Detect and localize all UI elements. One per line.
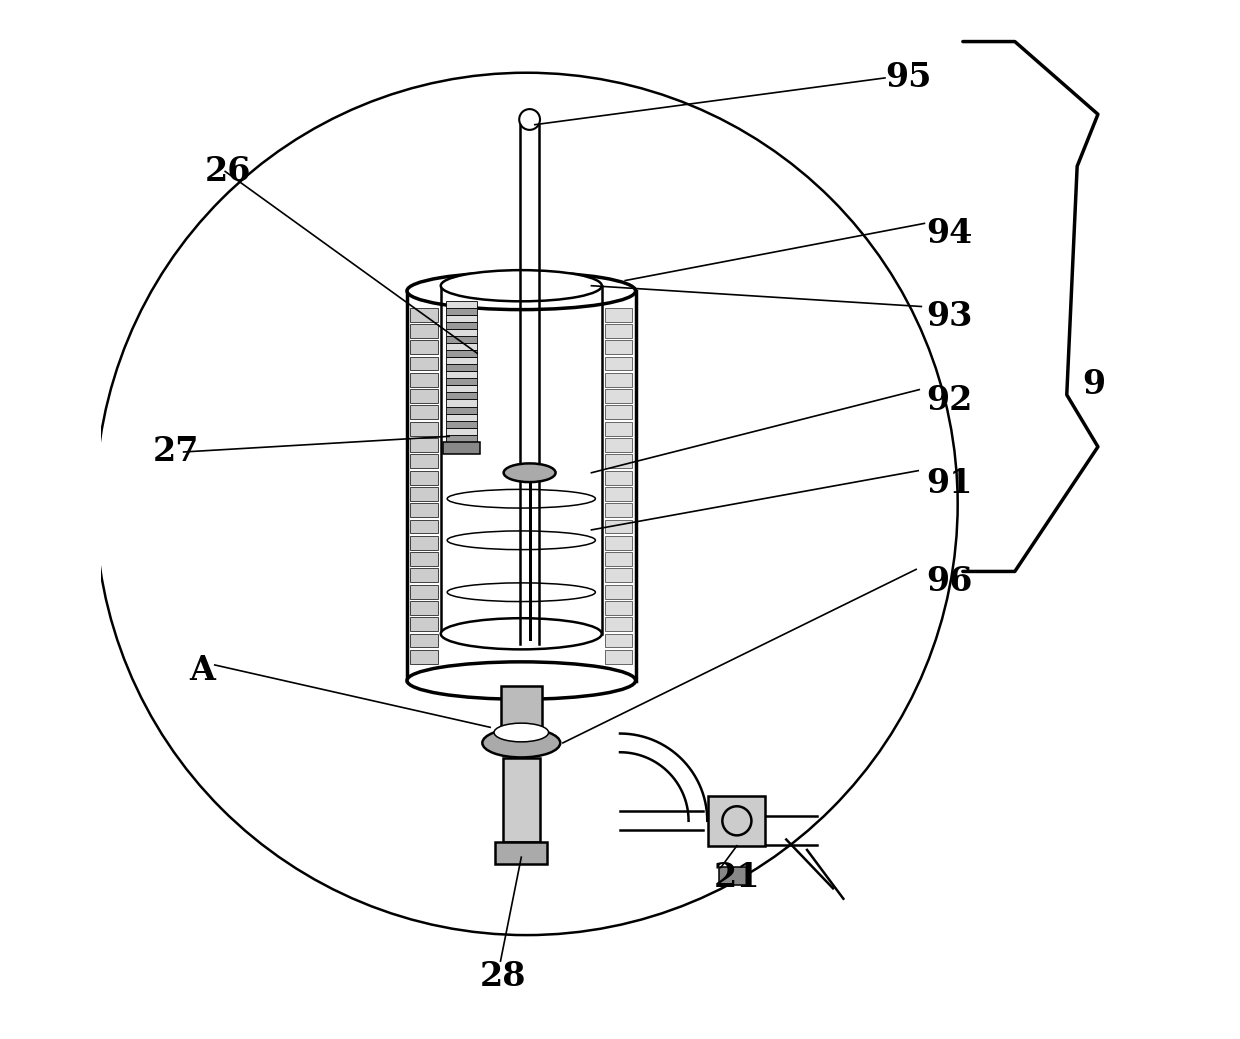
Bar [446,393,477,400]
Bar [605,422,632,435]
Text: 26: 26 [205,155,250,188]
Bar [410,552,438,566]
Bar [410,324,438,338]
Bar [446,406,477,414]
Bar [446,316,477,322]
Bar [446,421,477,428]
Bar [410,634,438,647]
Bar [446,414,477,421]
Bar [446,378,477,385]
Bar [446,434,477,442]
Text: 93: 93 [926,300,973,334]
Bar [605,568,632,582]
Bar [446,400,477,406]
Bar [446,329,477,337]
Bar [605,585,632,598]
Bar [605,405,632,420]
Bar [410,601,438,615]
Text: 21: 21 [713,861,760,895]
Bar [446,372,477,378]
Bar [501,686,542,738]
Ellipse shape [407,662,636,699]
Text: 95: 95 [885,61,931,95]
Ellipse shape [494,723,548,742]
Bar [410,471,438,484]
Bar [605,471,632,484]
Bar [605,373,632,387]
Bar [446,309,477,316]
Bar [605,601,632,615]
Ellipse shape [440,618,601,649]
Bar [605,438,632,452]
Bar [446,337,477,344]
Bar [495,842,547,864]
Bar [410,649,438,664]
Bar [410,568,438,582]
Text: 9: 9 [1083,368,1106,401]
Bar [410,503,438,517]
Bar [605,487,632,501]
Bar [410,438,438,452]
Bar [446,365,477,372]
Text: A: A [188,654,215,687]
Text: 92: 92 [926,383,973,417]
Bar [446,428,477,434]
Bar [605,617,632,631]
Ellipse shape [482,728,560,757]
Bar [502,758,539,842]
Bar [446,301,477,309]
Bar [605,552,632,566]
Bar [410,536,438,550]
Bar [443,442,480,454]
Bar [446,357,477,365]
Bar [605,634,632,647]
Text: 27: 27 [153,435,198,469]
Bar [605,324,632,338]
Bar [605,390,632,403]
Bar [410,520,438,533]
Bar [605,341,632,354]
Bar [410,390,438,403]
Bar [605,649,632,664]
Text: 94: 94 [926,217,973,250]
Bar [708,796,765,846]
Bar [410,585,438,598]
Bar [605,503,632,517]
Bar [410,454,438,469]
Text: 28: 28 [480,960,526,993]
Bar [446,385,477,393]
Bar [605,520,632,533]
Bar [446,350,477,357]
Bar [446,344,477,350]
Ellipse shape [407,272,636,310]
Bar [410,356,438,371]
Bar [410,308,438,322]
Bar [605,308,632,322]
Bar [410,617,438,631]
Bar [605,454,632,469]
Bar [605,536,632,550]
Text: 96: 96 [926,565,973,598]
Bar [719,867,750,885]
Bar [446,322,477,329]
Bar [410,373,438,387]
Text: 91: 91 [926,467,973,500]
Bar [605,356,632,371]
Bar [410,487,438,501]
Ellipse shape [503,463,556,482]
Bar [410,422,438,435]
Bar [410,405,438,420]
Ellipse shape [440,270,601,301]
Bar [410,341,438,354]
